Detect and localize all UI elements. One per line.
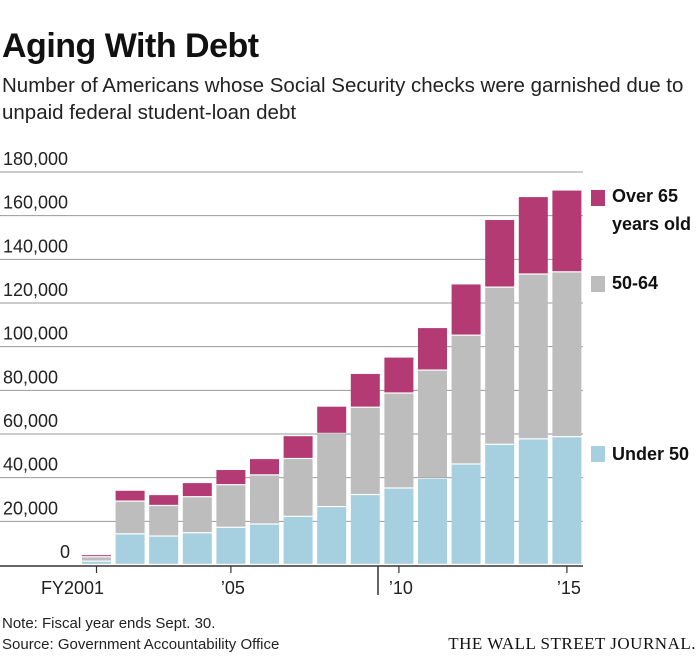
bar-segment-1 (418, 370, 447, 478)
bar-segment-1 (350, 407, 380, 494)
y-tick-label: 180,000 (3, 149, 68, 169)
bar-segment-0 (485, 444, 515, 564)
bar-segment-1 (384, 393, 414, 488)
x-tick-label: ’15 (557, 578, 581, 598)
legend-swatch (591, 446, 605, 462)
bar-segment-1 (317, 434, 347, 506)
y-tick-label: 0 (60, 542, 70, 562)
bar-segment-1 (250, 475, 279, 524)
bar-segment-2 (317, 406, 347, 433)
bar-segment-0 (518, 439, 548, 564)
bar-segment-1 (451, 335, 481, 464)
bar-segment-2 (552, 190, 582, 272)
bar-segment-2 (182, 483, 212, 497)
bar-segment-0 (82, 561, 111, 564)
legend-label: 50-64 (612, 273, 658, 293)
bar-segment-2 (250, 459, 279, 475)
bar-segment-0 (317, 507, 347, 564)
chart-subtitle: Number of Americans whose Social Securit… (2, 74, 684, 124)
bar-segment-2 (384, 357, 414, 393)
legend-label: years old (612, 214, 691, 234)
x-axis (0, 565, 583, 595)
x-tick-label: ’10 (389, 578, 413, 598)
y-tick-label: 140,000 (3, 236, 68, 256)
y-axis-ticks: 0 20,000 40,000 60,000 80,000 100,000 120,000 1… (3, 149, 70, 562)
x-tick-label: ’05 (221, 578, 245, 598)
bar-segment-2 (418, 328, 447, 370)
bar-segment-0 (552, 437, 582, 564)
footnote: Note: Fiscal year ends Sept. 30. (2, 615, 216, 632)
bar-segment-2 (350, 373, 380, 407)
bar-segment-2 (485, 220, 515, 287)
bar-segment-2 (149, 495, 179, 505)
legend-swatch (591, 190, 605, 206)
legend-label: Over 65 (612, 186, 678, 206)
bar-segment-0 (216, 527, 246, 564)
bar-segment-0 (350, 495, 380, 564)
bar-segment-2 (283, 436, 313, 458)
bar-segment-0 (115, 534, 145, 564)
y-tick-label: 60,000 (3, 411, 58, 431)
bar-segment-2 (115, 490, 145, 501)
y-tick-label: 100,000 (3, 324, 68, 344)
bar-segment-0 (250, 524, 279, 564)
bar-segment-2 (451, 284, 481, 335)
legend-swatch (591, 276, 605, 292)
bar-segment-0 (418, 478, 447, 564)
bar-segment-1 (115, 501, 145, 534)
bar-segment-0 (451, 464, 481, 564)
bar-segment-2 (518, 197, 548, 274)
x-axis-ticks: FY2001 ’05 ’10 ’15 (41, 566, 581, 598)
bar-segment-1 (283, 459, 313, 516)
publisher-logo: THE WALL STREET JOURNAL. (448, 634, 696, 653)
source-note: Source: Government Accountability Office (2, 636, 280, 653)
y-tick-label: 120,000 (3, 280, 68, 300)
legend-label: Under 50 (612, 444, 689, 464)
bar-segment-0 (182, 533, 212, 564)
y-tick-label: 160,000 (3, 193, 68, 213)
y-tick-label: 20,000 (3, 498, 58, 518)
bar-segment-2 (216, 470, 246, 485)
x-tick-label: FY2001 (41, 578, 104, 598)
stacked-bar-chart: 0 20,000 40,000 60,000 80,000 100,000 120,000 1… (0, 149, 691, 598)
y-tick-label: 40,000 (3, 455, 58, 475)
chart-title: Aging With Debt (2, 27, 259, 65)
bar-segment-1 (149, 506, 179, 536)
bar-segment-1 (518, 274, 548, 439)
bar-segment-1 (216, 485, 246, 527)
bar-segment-0 (283, 516, 313, 564)
bar-segment-1 (552, 272, 582, 437)
bar-segment-1 (485, 287, 515, 444)
bar-segment-2 (82, 555, 111, 557)
bars (82, 190, 582, 564)
bar-segment-1 (182, 497, 212, 533)
legend: Over 65 years old 50-64 Under 50 (591, 186, 691, 464)
bar-segment-0 (384, 488, 414, 564)
bar-segment-0 (149, 536, 179, 564)
y-tick-label: 80,000 (3, 367, 58, 387)
bar-segment-1 (82, 557, 111, 561)
